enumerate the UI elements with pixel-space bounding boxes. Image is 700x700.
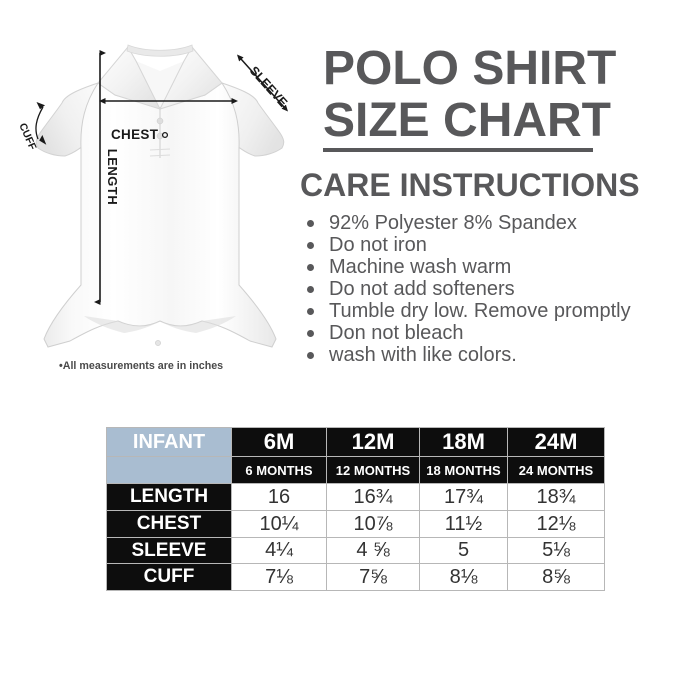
svg-text:CHEST: CHEST xyxy=(111,127,159,142)
svg-text:CUFF: CUFF xyxy=(16,121,39,152)
svg-text:LENGTH: LENGTH xyxy=(105,149,120,205)
